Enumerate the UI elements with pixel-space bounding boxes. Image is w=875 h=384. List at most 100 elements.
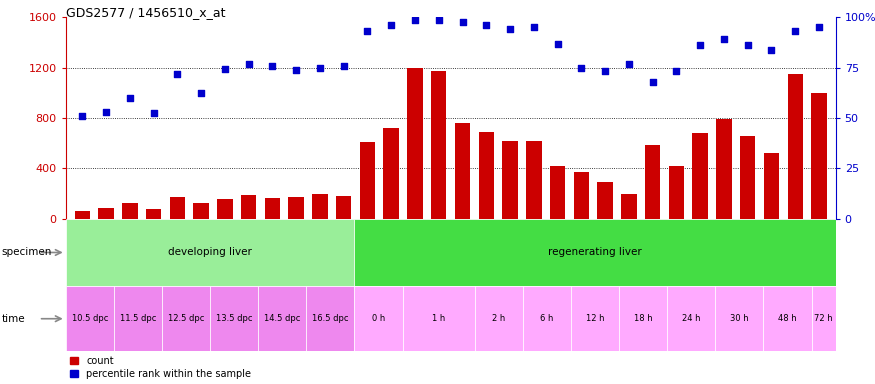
Point	[360, 28, 374, 34]
Bar	[431, 71, 446, 219]
Text: 16.5 dpc: 16.5 dpc	[312, 314, 348, 323]
Text: 12.5 dpc: 12.5 dpc	[168, 314, 204, 323]
Text: 30 h: 30 h	[730, 314, 749, 323]
Bar	[621, 194, 637, 219]
Point	[765, 47, 779, 53]
Point	[242, 61, 256, 67]
Bar	[574, 172, 589, 219]
Bar	[74, 211, 90, 219]
Bar	[692, 133, 708, 219]
Bar	[763, 286, 812, 351]
Bar	[306, 286, 354, 351]
Bar	[193, 202, 209, 219]
Bar	[479, 132, 494, 219]
Text: 24 h: 24 h	[682, 314, 701, 323]
Bar	[210, 286, 258, 351]
Bar	[241, 195, 256, 219]
Bar	[264, 198, 280, 219]
Bar	[716, 286, 763, 351]
Bar	[764, 153, 779, 219]
Point	[812, 24, 826, 30]
Bar	[217, 199, 233, 219]
Bar	[788, 74, 803, 219]
Text: 72 h: 72 h	[815, 314, 833, 323]
Text: 1 h: 1 h	[432, 314, 445, 323]
Point	[289, 67, 303, 73]
Bar	[402, 286, 475, 351]
Text: 13.5 dpc: 13.5 dpc	[216, 314, 252, 323]
Bar	[383, 128, 399, 219]
Point	[788, 28, 802, 34]
Bar	[526, 141, 542, 219]
Bar	[123, 202, 137, 219]
Point	[265, 63, 279, 70]
Point	[456, 19, 470, 25]
Point	[503, 26, 517, 32]
Bar	[336, 195, 352, 219]
Bar	[668, 166, 684, 219]
Point	[622, 61, 636, 67]
Point	[574, 65, 588, 71]
Point	[741, 42, 755, 48]
Bar	[66, 219, 354, 286]
Point	[480, 22, 494, 28]
Point	[550, 41, 564, 47]
Bar	[407, 68, 423, 219]
Point	[527, 24, 541, 30]
Point	[194, 90, 208, 96]
Bar	[740, 136, 755, 219]
Bar	[455, 123, 470, 219]
Text: 14.5 dpc: 14.5 dpc	[264, 314, 300, 323]
Point	[693, 42, 707, 48]
Bar	[645, 144, 661, 219]
Bar	[502, 141, 518, 219]
Point	[669, 68, 683, 74]
Point	[218, 66, 232, 72]
Bar	[360, 142, 375, 219]
Text: 6 h: 6 h	[540, 314, 554, 323]
Point	[431, 17, 445, 23]
Bar	[146, 209, 161, 219]
Text: 48 h: 48 h	[778, 314, 797, 323]
Text: 2 h: 2 h	[492, 314, 506, 323]
Bar	[170, 197, 185, 219]
Point	[337, 63, 351, 70]
Text: 0 h: 0 h	[372, 314, 385, 323]
Text: specimen: specimen	[2, 247, 52, 258]
Bar	[598, 182, 612, 219]
Point	[123, 95, 136, 101]
Bar	[114, 286, 162, 351]
Bar	[812, 286, 836, 351]
Point	[313, 65, 327, 71]
Point	[171, 71, 185, 77]
Bar	[354, 219, 836, 286]
Bar	[668, 286, 716, 351]
Point	[717, 36, 731, 42]
Text: 11.5 dpc: 11.5 dpc	[120, 314, 156, 323]
Point	[598, 68, 612, 74]
Bar	[289, 197, 304, 219]
Point	[75, 113, 89, 119]
Bar	[258, 286, 306, 351]
Bar	[354, 286, 402, 351]
Point	[384, 22, 398, 28]
Text: 10.5 dpc: 10.5 dpc	[72, 314, 108, 323]
Bar	[811, 93, 827, 219]
Bar	[98, 207, 114, 219]
Text: GDS2577 / 1456510_x_at: GDS2577 / 1456510_x_at	[66, 6, 225, 19]
Bar	[162, 286, 210, 351]
Text: regenerating liver: regenerating liver	[548, 247, 642, 258]
Text: 18 h: 18 h	[634, 314, 653, 323]
Bar	[571, 286, 620, 351]
Text: time: time	[2, 314, 25, 324]
Bar	[717, 119, 732, 219]
Legend: count, percentile rank within the sample: count, percentile rank within the sample	[71, 356, 251, 379]
Bar	[66, 286, 114, 351]
Point	[146, 110, 160, 116]
Bar	[312, 194, 327, 219]
Bar	[523, 286, 571, 351]
Bar	[550, 166, 565, 219]
Text: 12 h: 12 h	[585, 314, 605, 323]
Point	[646, 78, 660, 84]
Point	[99, 109, 113, 115]
